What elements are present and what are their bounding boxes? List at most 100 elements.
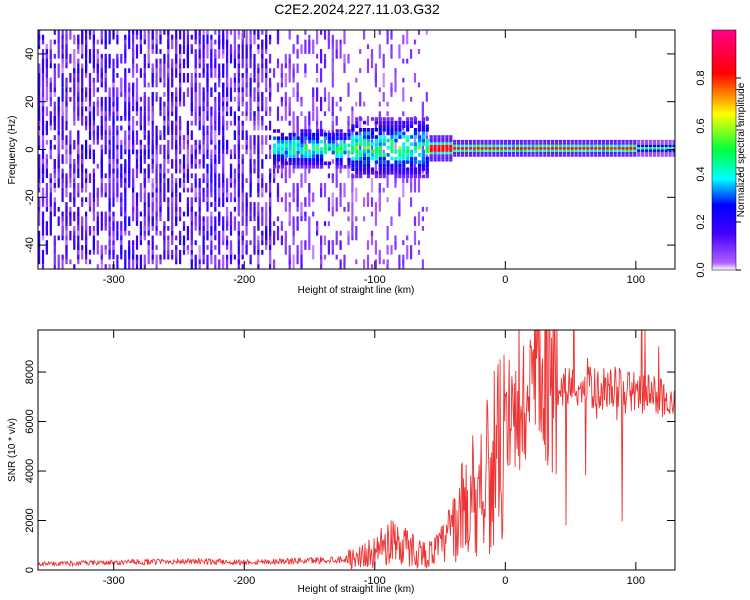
noise-cell (402, 77, 405, 83)
noise-cell (182, 135, 186, 140)
signal-cell (641, 142, 645, 145)
noise-cell (316, 87, 319, 102)
noise-cell (261, 116, 264, 121)
noise-cell (65, 144, 68, 150)
noise-cell (175, 87, 178, 97)
signal-cell (648, 151, 653, 155)
signal-cell (507, 151, 512, 155)
noise-cell (155, 68, 158, 73)
noise-cell (85, 254, 88, 260)
signal-cell (668, 154, 672, 157)
signal-cell (280, 136, 284, 140)
noise-cell (69, 73, 72, 83)
noise-cell (155, 135, 158, 145)
signal-cell (547, 142, 551, 145)
signal-cell (645, 149, 649, 152)
noise-cell (257, 87, 260, 93)
y-tick-label: 8000 (24, 360, 36, 384)
signal-cell (382, 128, 386, 132)
noise-cell (61, 49, 64, 54)
signal-cell (296, 143, 300, 148)
signal-cell (304, 161, 308, 166)
signal-cell (312, 143, 316, 148)
signal-cell (464, 147, 468, 150)
noise-cell (347, 230, 350, 236)
noise-cell (222, 197, 225, 203)
signal-cell (449, 144, 453, 148)
noise-cell (237, 30, 240, 35)
signal-cell (386, 128, 390, 132)
noise-cell (132, 30, 135, 35)
noise-cell (226, 77, 229, 88)
signal-cell (351, 124, 355, 128)
noise-cell (155, 30, 158, 35)
signal-cell (445, 149, 449, 152)
signal-cell (273, 147, 277, 151)
signal-cell (574, 142, 578, 145)
noise-cell (163, 63, 166, 74)
noise-cell (171, 206, 174, 222)
noise-cell (41, 197, 45, 203)
noise-cell (421, 226, 424, 231)
signal-cell (637, 154, 641, 157)
signal-cell (331, 139, 335, 144)
noise-cell (241, 125, 244, 140)
noise-cell (229, 240, 233, 250)
signal-cell (457, 144, 461, 148)
noise-cell (198, 259, 201, 265)
noise-cell (413, 135, 417, 145)
signal-cell (413, 128, 418, 132)
noise-cell (214, 87, 217, 93)
signal-cell (441, 154, 445, 157)
signal-cell (339, 157, 343, 162)
noise-cell (218, 77, 221, 88)
noise-cell (312, 111, 315, 121)
signal-cell (621, 154, 625, 157)
signal-cell (398, 120, 402, 125)
signal-cell (429, 159, 433, 162)
signal-cell (437, 135, 441, 138)
noise-cell (218, 211, 221, 222)
noise-cell (210, 211, 213, 217)
signal-cell (535, 139, 539, 143)
signal-cell (308, 150, 312, 155)
signal-cell (511, 139, 515, 143)
noise-cell (104, 53, 107, 69)
noise-cell (92, 77, 95, 93)
noise-cell (41, 211, 45, 226)
signal-cell (570, 144, 574, 148)
signal-cell (386, 117, 390, 121)
noise-cell (73, 106, 76, 121)
noise-cell (186, 226, 189, 241)
signal-cell (566, 147, 570, 150)
signal-cell (421, 120, 425, 125)
signal-cell (417, 153, 422, 157)
noise-cell (222, 82, 225, 88)
noise-cell (41, 159, 45, 164)
signal-cell (316, 139, 320, 144)
noise-cell (218, 63, 221, 78)
signal-cell (582, 144, 586, 148)
signal-cell (410, 160, 414, 164)
noise-cell (253, 111, 256, 117)
noise-cell (41, 264, 45, 269)
noise-cell (135, 30, 139, 35)
noise-cell (100, 183, 103, 193)
noise-cell (143, 130, 146, 136)
noise-cell (218, 259, 221, 269)
signal-cell (660, 151, 664, 155)
noise-cell (300, 96, 303, 102)
noise-cell (38, 44, 41, 50)
noise-cell (69, 53, 72, 64)
signal-cell (410, 167, 414, 171)
signal-cell (316, 143, 320, 148)
noise-cell (288, 30, 291, 40)
noise-cell (186, 144, 189, 150)
noise-cell (214, 202, 217, 207)
signal-cell (656, 139, 660, 143)
noise-cell (300, 240, 303, 255)
noise-cell (53, 68, 56, 83)
noise-cell (92, 92, 95, 97)
noise-cell (41, 139, 45, 150)
signal-cell (637, 142, 641, 145)
